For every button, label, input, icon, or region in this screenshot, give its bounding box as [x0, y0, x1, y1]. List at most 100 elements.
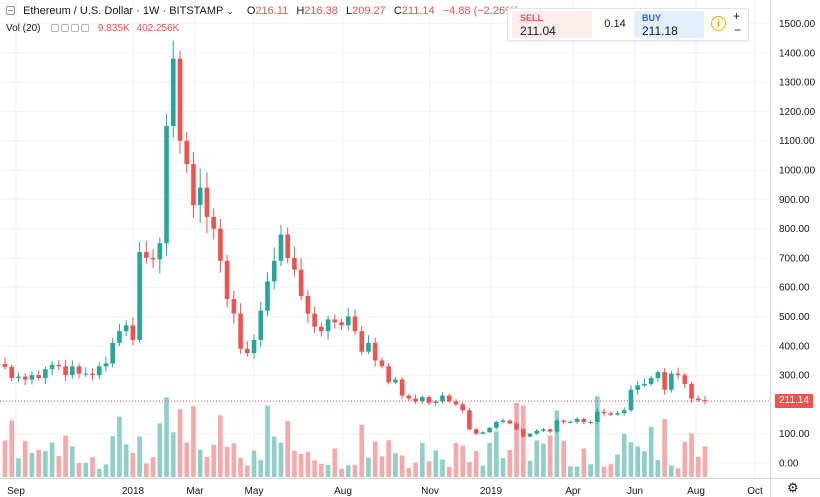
volume-bar	[218, 415, 223, 477]
candle-body	[689, 383, 694, 399]
volume-bar	[655, 460, 661, 477]
candle-body	[554, 420, 560, 432]
more-icon[interactable]	[81, 24, 90, 32]
x-tick-label: May	[245, 486, 264, 497]
candle-body	[103, 363, 109, 367]
volume-bar	[581, 448, 587, 477]
candle-body	[197, 187, 203, 206]
candle-body	[366, 342, 371, 352]
interval[interactable]: 1W	[142, 5, 160, 17]
exchange[interactable]: BITSTAMP	[169, 5, 224, 17]
volume-bar	[547, 435, 553, 477]
candle-body	[406, 395, 412, 399]
buy-label: BUY	[642, 13, 662, 23]
volume-bar	[520, 405, 526, 477]
y-tick-label: 500.00	[779, 312, 810, 323]
candle-body	[601, 411, 607, 414]
close-label: C	[393, 5, 402, 17]
volume-bar	[406, 468, 412, 477]
eye-icon[interactable]	[51, 24, 60, 32]
candle-body	[218, 228, 223, 261]
candle-body	[413, 398, 418, 402]
x-axis[interactable]: Sep 2018 Mar May Aug Nov 2019 Apr Jun Aug Oct	[0, 478, 820, 497]
candle-body	[352, 316, 358, 332]
volume-bar	[96, 468, 102, 477]
volume-bar	[117, 416, 122, 477]
volume-bar	[507, 449, 513, 477]
chevron-down-icon[interactable]: ⌄	[226, 6, 234, 16]
volume-bar	[473, 450, 479, 477]
volume-bar	[56, 456, 62, 477]
volume-bar	[413, 462, 418, 477]
x-tick-label: Aug	[687, 486, 705, 497]
buy-button[interactable]: BUY 211.18	[634, 11, 704, 38]
volume-bar	[177, 409, 183, 477]
volume-bar	[675, 468, 681, 477]
volume-bar	[298, 453, 304, 477]
y-axis[interactable]: 0.00100.00200.00300.00400.00500.00600.00…	[770, 0, 816, 497]
candle-body	[238, 313, 243, 349]
candle-body	[568, 421, 573, 423]
volume-bar	[110, 436, 115, 477]
volume-bar	[554, 410, 560, 477]
candle-body	[547, 429, 553, 432]
x-tick-label: Aug	[334, 486, 352, 497]
volume-bar	[621, 434, 627, 477]
candle-body	[123, 325, 129, 332]
open-value: 216.11	[255, 5, 289, 17]
symbol-name[interactable]: Ethereum / U.S. Dollar	[23, 5, 134, 17]
candle-body	[170, 58, 176, 127]
candle-body	[137, 252, 142, 340]
volume-bar	[662, 418, 667, 477]
y-tick-label: 0.00	[779, 459, 799, 470]
volume-bar	[245, 465, 250, 477]
candle-body	[635, 385, 640, 390]
remove-icon[interactable]	[71, 24, 80, 32]
buy-price: 211.18	[642, 24, 678, 38]
candle-body	[588, 421, 593, 423]
y-tick-label: 400.00	[779, 341, 810, 352]
candle-body	[608, 413, 614, 415]
candle-body	[9, 366, 15, 379]
volume-bar	[319, 463, 324, 477]
volume-label[interactable]: Vol (20)	[6, 23, 41, 34]
volume-bar	[90, 457, 95, 477]
collapse-icon[interactable]	[6, 6, 15, 15]
settings-icon[interactable]	[61, 24, 70, 32]
volume-bar	[399, 455, 405, 477]
minus-button[interactable]: −	[734, 23, 742, 37]
volume-bar	[184, 442, 190, 477]
x-tick-label: Jun	[627, 486, 643, 497]
candle-body	[473, 429, 479, 434]
sell-button[interactable]: SELL 211.04	[512, 11, 592, 38]
volume-bar	[635, 446, 640, 477]
volume-bar	[440, 459, 445, 477]
volume-bar	[514, 402, 519, 477]
volume-bar	[83, 463, 89, 477]
candle-body	[325, 319, 331, 332]
volume-bar	[372, 441, 378, 477]
separator: ·	[162, 5, 170, 17]
volume-bar	[16, 458, 21, 477]
y-tick-label: 700.00	[779, 253, 810, 264]
plus-button[interactable]: +	[733, 9, 741, 23]
volume-bar	[642, 451, 647, 477]
info-icon[interactable]: i	[711, 16, 726, 31]
x-tick-label: Mar	[186, 486, 204, 497]
candle-body	[615, 413, 620, 415]
candle-body	[339, 322, 344, 326]
candle-body	[487, 427, 492, 433]
candle-body	[245, 348, 250, 354]
candle-body	[278, 234, 284, 261]
candle-body	[117, 331, 122, 343]
y-tick-label: 1300.00	[779, 78, 816, 89]
candle-body	[251, 339, 257, 354]
trade-panel: SELL 211.04 0.14 BUY 211.18 i + −	[507, 8, 749, 41]
gear-icon[interactable]: ⚙	[787, 480, 799, 495]
x-tick-label: Apr	[565, 486, 581, 497]
candle-body	[386, 366, 391, 383]
volume-bars	[2, 396, 708, 477]
volume-bar	[197, 449, 203, 477]
candle-body	[433, 401, 439, 403]
